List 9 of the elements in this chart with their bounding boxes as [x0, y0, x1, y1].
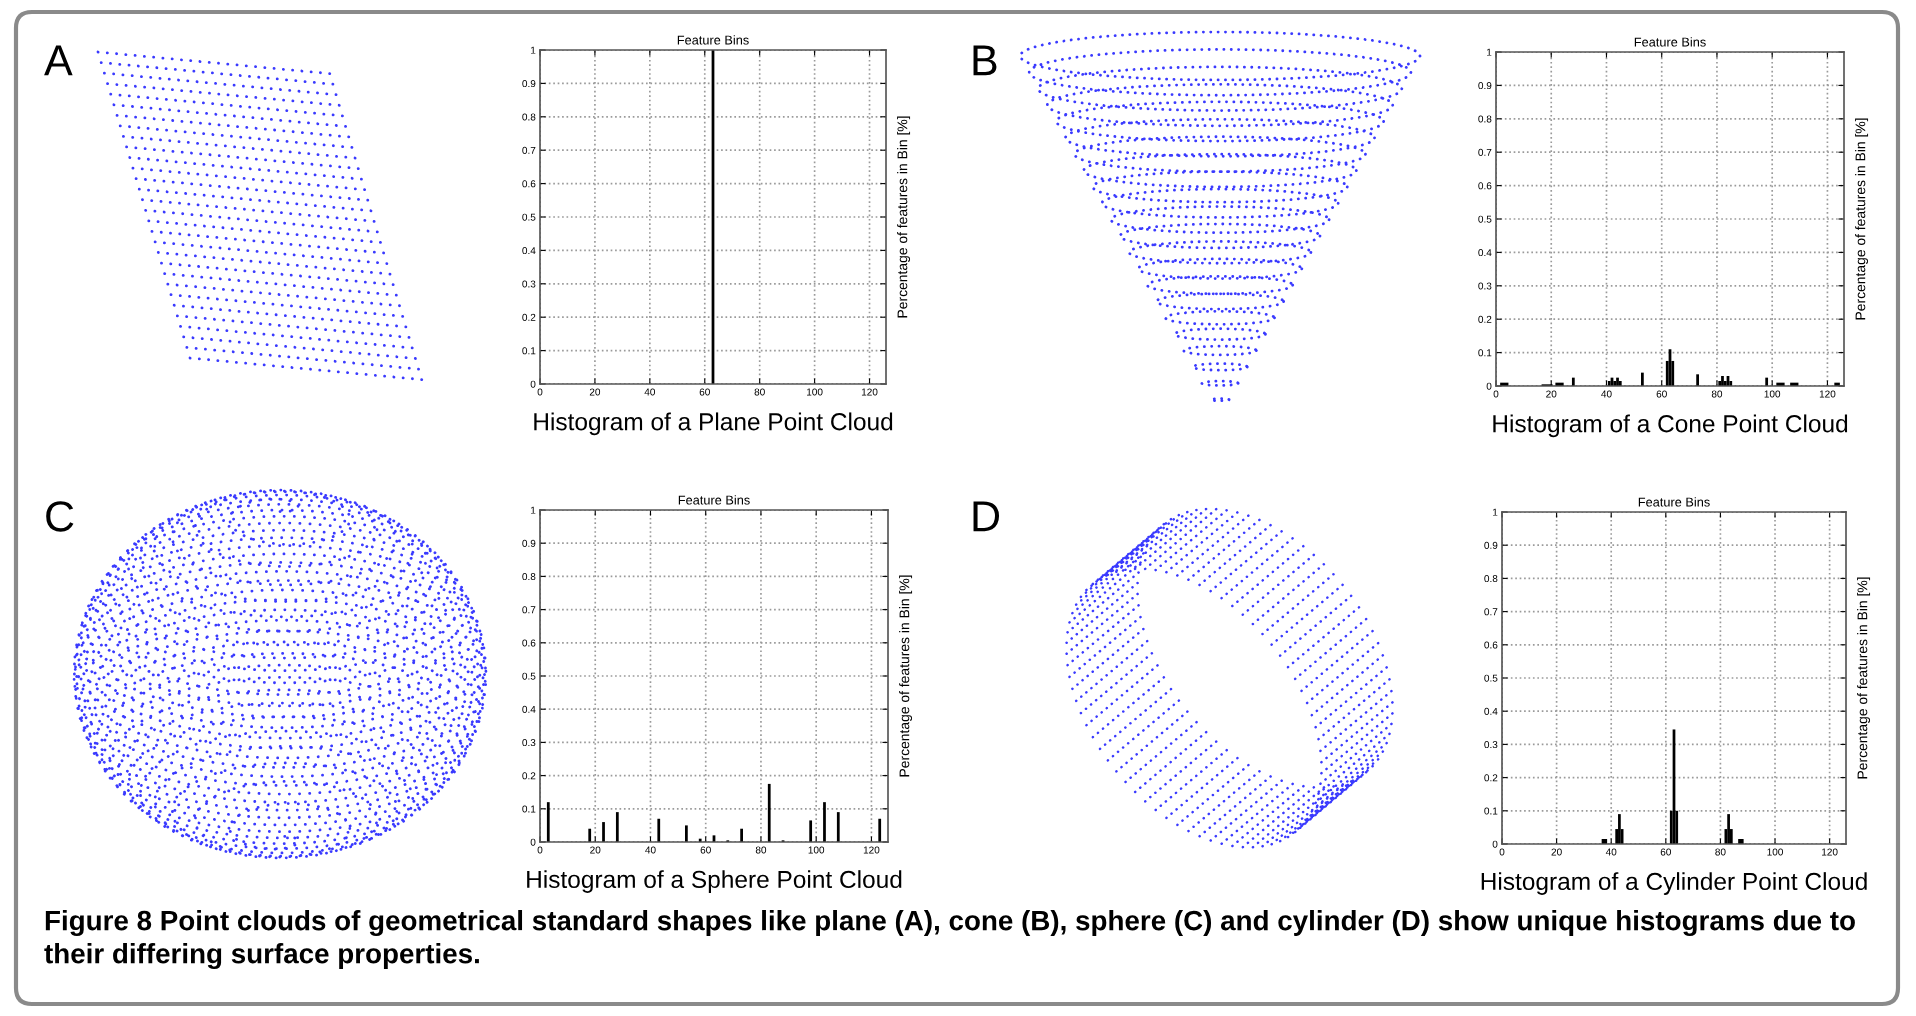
- text: A: [44, 45, 73, 76]
- text: Histogram of a Sphere Point Cloud: [527, 870, 902, 893]
- caption: Figure 8 Point clouds of geometrical standard shapes like plane (A), cone (B), sphere (C) and cylinder (D) show unique histograms due to their differing surface properties.: [44, 910, 1855, 970]
- text: Histogram of a Cylinder Point Cloud: [1481, 872, 1867, 895]
- text: C: [46, 501, 74, 532]
- text: D: [973, 501, 1000, 532]
- text: Histogram of a Cone Point Cloud: [1493, 414, 1848, 438]
- text: B: [973, 45, 997, 76]
- text: Histogram of a Plane Point Cloud: [534, 412, 893, 436]
